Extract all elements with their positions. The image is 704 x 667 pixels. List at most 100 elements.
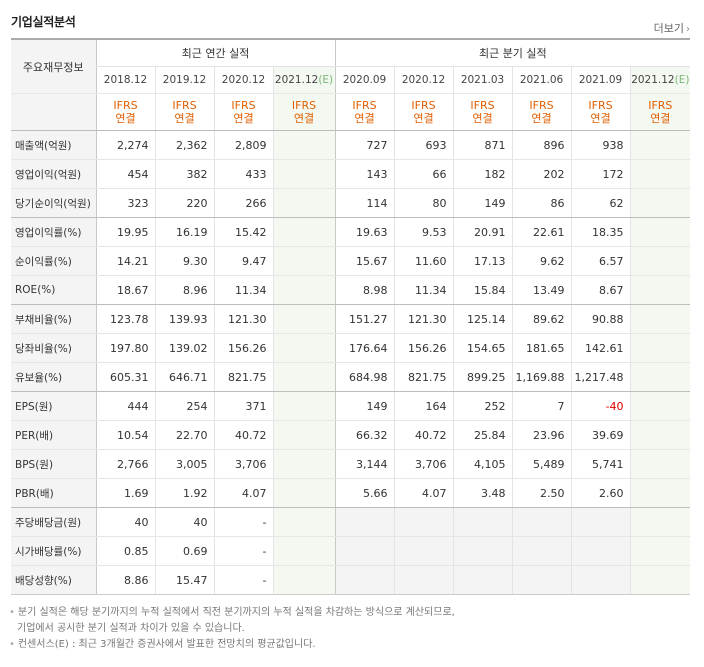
table-cell: 371 <box>213 391 273 421</box>
table-cell: 5,741 <box>570 449 631 479</box>
more-link[interactable]: 더보기 › <box>654 20 690 36</box>
table-cell: 20.91 <box>452 217 513 247</box>
row-label: 순이익률(%) <box>11 246 96 276</box>
table-cell <box>629 304 691 334</box>
table-cell <box>272 362 336 392</box>
table-cell: 727 <box>334 130 395 160</box>
table-cell <box>272 391 336 421</box>
table-cell: - <box>213 507 273 537</box>
table-cell: 8.98 <box>334 275 395 305</box>
table-cell: 164 <box>393 391 454 421</box>
table-cell: 646.71 <box>154 362 214 392</box>
table-cell: 3,005 <box>154 449 214 479</box>
annual-group-header: 최근 연간 실적 <box>95 38 336 67</box>
table-cell: 2,766 <box>95 449 155 479</box>
table-cell: 86 <box>511 188 572 218</box>
table-cell: 4.07 <box>213 478 273 508</box>
table-cell: 11.34 <box>213 275 273 305</box>
basis-header-row: IFRS 연결 IFRS 연결 IFRS 연결 IFRS 연결 IFRS 연결 IFRS 연결 IFRS… <box>11 93 691 131</box>
row-label: EPS(원) <box>11 391 96 421</box>
table-row: 매출액(억원) 2,274 2,362 2,809 727 693 871 896 938 <box>11 130 691 160</box>
table-cell: 89.62 <box>511 304 572 334</box>
table-cell: 2,362 <box>154 130 214 160</box>
table-cell: - <box>213 536 273 566</box>
table-cell: - <box>213 565 273 595</box>
table-cell <box>452 565 513 595</box>
table-row: 유보율(%) 605.31 646.71 821.75 684.98 821.75 899.… <box>11 362 691 392</box>
table-cell: 2,809 <box>213 130 273 160</box>
table-cell <box>272 275 336 305</box>
table-cell <box>629 449 691 479</box>
table-cell: 121.30 <box>213 304 273 334</box>
table-cell: 1,217.48 <box>570 362 631 392</box>
table-cell: 139.02 <box>154 333 214 363</box>
table-cell <box>334 565 395 595</box>
table-cell: 13.49 <box>511 275 572 305</box>
table-cell <box>629 565 691 595</box>
table-cell <box>272 159 336 189</box>
table-cell: 899.25 <box>452 362 513 392</box>
table-cell: 2.60 <box>570 478 631 508</box>
quarter-group-header: 최근 분기 실적 <box>334 38 691 67</box>
row-label: PER(배) <box>11 420 96 450</box>
table-cell: 3,706 <box>393 449 454 479</box>
table-cell <box>629 333 691 363</box>
table-cell: 25.84 <box>452 420 513 450</box>
footnote: 기업에서 공시한 분기 실적과 차이가 있을 수 있습니다. <box>17 623 245 634</box>
table-cell <box>511 536 572 566</box>
table-cell: 15.42 <box>213 217 273 247</box>
period-header: 2021.12(E) <box>629 66 691 94</box>
table-cell: 9.30 <box>154 246 214 276</box>
table-cell: 18.67 <box>95 275 155 305</box>
table-cell: 684.98 <box>334 362 395 392</box>
table-cell: 202 <box>511 159 572 189</box>
ifrs-basis-label: IFRS 연결 <box>393 93 454 131</box>
table-cell: 821.75 <box>393 362 454 392</box>
table-cell: 90.88 <box>570 304 631 334</box>
table-cell: 22.70 <box>154 420 214 450</box>
ifrs-basis-label: IFRS 연결 <box>452 93 513 131</box>
period-header: 2019.12 <box>154 66 214 94</box>
table-row: 당기순이익(억원) 323 220 266 114 80 149 86 62 <box>11 188 691 218</box>
table-cell <box>272 188 336 218</box>
table-cell: 181.65 <box>511 333 572 363</box>
table-cell: 176.64 <box>334 333 395 363</box>
table-cell: 1.92 <box>154 478 214 508</box>
row-label: 부채비율(%) <box>11 304 96 334</box>
table-cell: 7 <box>511 391 572 421</box>
table-cell: 19.63 <box>334 217 395 247</box>
ifrs-basis-label: IFRS 연결 <box>629 93 691 131</box>
row-label: 배당성향(%) <box>11 565 96 595</box>
table-cell: 156.26 <box>213 333 273 363</box>
table-cell: 9.53 <box>393 217 454 247</box>
table-cell <box>629 275 691 305</box>
table-row: PBR(배) 1.69 1.92 4.07 5.66 4.07 3.48 2.50 2.60 <box>11 478 691 508</box>
row-label: 당기순이익(억원) <box>11 188 96 218</box>
table-cell: 4,105 <box>452 449 513 479</box>
table-cell: 266 <box>213 188 273 218</box>
chevron-right-icon: › <box>686 24 690 35</box>
period-header: 2021.06 <box>511 66 572 94</box>
table-cell: 433 <box>213 159 273 189</box>
period-header-row: 2018.12 2019.12 2020.12 2021.12(E) 2020.09 20… <box>11 66 691 94</box>
table-cell: 693 <box>393 130 454 160</box>
table-cell: 220 <box>154 188 214 218</box>
table-cell: 154.65 <box>452 333 513 363</box>
ifrs-basis-label: IFRS 연결 <box>272 93 336 131</box>
table-cell <box>334 536 395 566</box>
table-cell: 66.32 <box>334 420 395 450</box>
table-cell <box>629 130 691 160</box>
table-body: 매출액(억원) 2,274 2,362 2,809 727 693 871 896 938 영업이… <box>11 130 691 595</box>
table-cell: 8.96 <box>154 275 214 305</box>
estimate-mark: (E) <box>674 74 690 86</box>
ifrs-basis-label: IFRS 연결 <box>334 93 395 131</box>
table-cell: 5,489 <box>511 449 572 479</box>
row-label: 매출액(억원) <box>11 130 96 160</box>
table-cell: 40.72 <box>393 420 454 450</box>
table-row: 부채비율(%) 123.78 139.93 121.30 151.27 121.30 125… <box>11 304 691 334</box>
table-cell: 3,706 <box>213 449 273 479</box>
table-cell <box>452 536 513 566</box>
table-cell <box>511 565 572 595</box>
table-cell: 114 <box>334 188 395 218</box>
period-header: 2021.09 <box>570 66 631 94</box>
